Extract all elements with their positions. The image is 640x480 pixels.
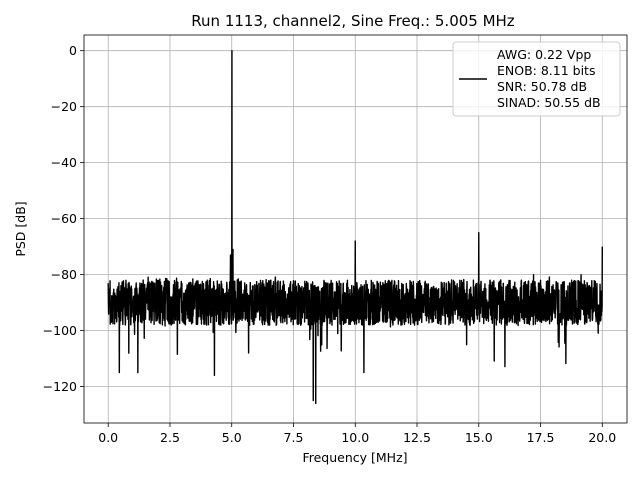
y-axis-ticks: 0 −20 −40 −60 −80 −100 −120 bbox=[43, 43, 84, 394]
x-tick-label: 2.5 bbox=[160, 430, 180, 445]
legend-entry-sinad: SINAD: 50.55 dB bbox=[497, 95, 601, 110]
y-tick-label: 0 bbox=[69, 43, 77, 58]
plot-area bbox=[107, 49, 603, 405]
x-tick-label: 0.0 bbox=[98, 430, 118, 445]
x-tick-label: 12.5 bbox=[403, 430, 431, 445]
legend-box bbox=[452, 41, 621, 117]
x-tick-label: 15.0 bbox=[465, 430, 493, 445]
x-tick-label: 7.5 bbox=[284, 430, 304, 445]
legend-entry-awg: AWG: 0.22 Vpp bbox=[497, 47, 591, 62]
x-tick-label: 10.0 bbox=[341, 430, 369, 445]
x-axis-label: Frequency [MHz] bbox=[302, 450, 407, 465]
x-tick-label: 20.0 bbox=[588, 430, 616, 445]
series-psd-line bbox=[107, 49, 603, 405]
y-tick-label: −100 bbox=[43, 323, 77, 338]
legend: AWG: 0.22 Vpp ENOB: 8.11 bits SNR: 50.78… bbox=[452, 41, 621, 117]
legend-entry-snr: SNR: 50.78 dB bbox=[497, 79, 587, 94]
y-tick-label: −20 bbox=[51, 99, 77, 114]
x-tick-label: 17.5 bbox=[527, 430, 555, 445]
chart-title: Run 1113, channel2, Sine Freq.: 5.005 MH… bbox=[191, 12, 515, 30]
y-tick-label: −60 bbox=[51, 211, 77, 226]
legend-entry-enob: ENOB: 8.11 bits bbox=[497, 63, 595, 78]
y-tick-label: −40 bbox=[51, 155, 77, 170]
y-axis-label: PSD [dB] bbox=[13, 201, 28, 256]
x-axis-ticks: 0.0 2.5 5.0 7.5 10.0 12.5 15.0 17.5 20.0 bbox=[98, 423, 616, 445]
y-tick-label: −80 bbox=[51, 267, 77, 282]
y-tick-label: −120 bbox=[43, 379, 77, 394]
x-tick-label: 5.0 bbox=[222, 430, 242, 445]
